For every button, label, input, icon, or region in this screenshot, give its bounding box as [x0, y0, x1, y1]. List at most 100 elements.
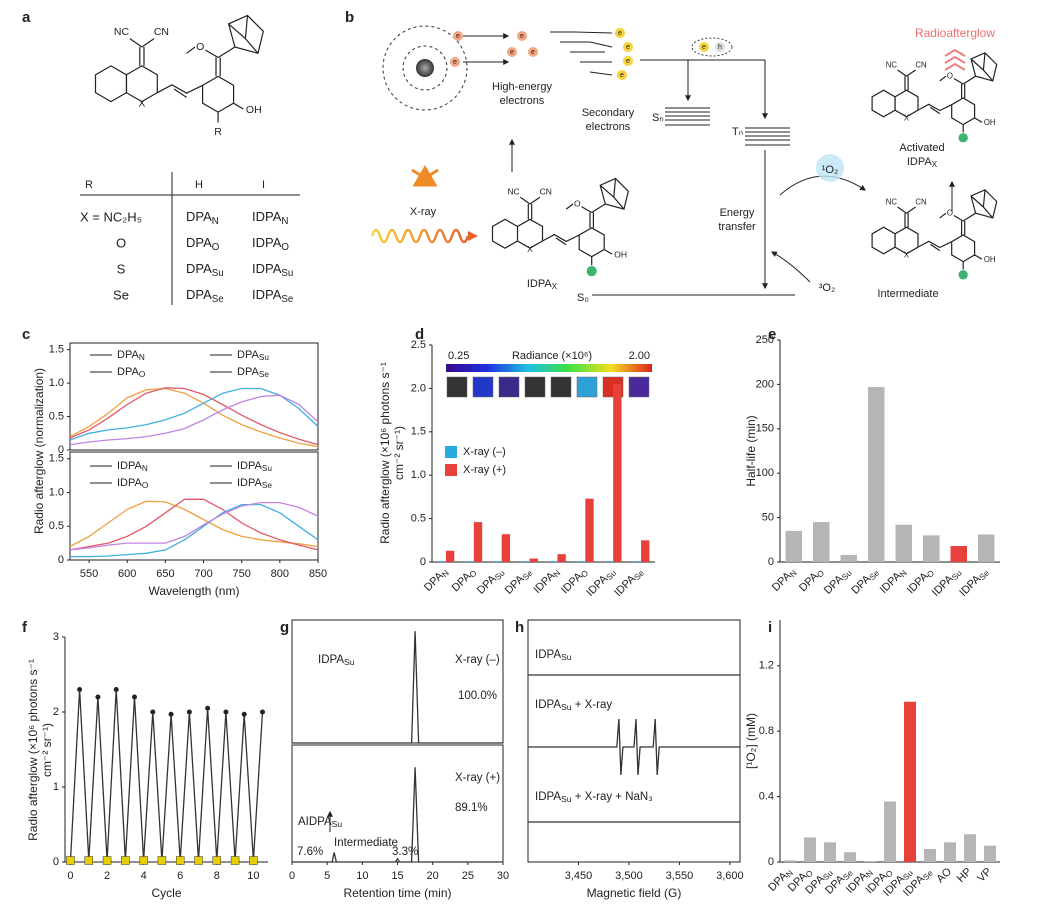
y-tick-label: 0.8	[759, 725, 774, 737]
x-tick-label: 15	[391, 870, 403, 882]
bar	[632, 561, 642, 562]
y-tick-label: 0.5	[49, 520, 64, 532]
x-tick-label: 10	[356, 870, 368, 882]
x-tick-label: DPASu	[475, 565, 507, 597]
x-tick-label: DPAO	[797, 565, 827, 595]
label: Secondary	[582, 107, 635, 119]
y-tick-label: 0	[58, 554, 64, 566]
y-tick-label: 1.2	[759, 660, 774, 672]
label: DPAO	[186, 235, 220, 252]
x-tick-label: IDPAN	[531, 566, 562, 597]
electron	[453, 31, 463, 41]
y-tick-label: 1.5	[411, 426, 426, 438]
point	[212, 856, 222, 865]
electron	[699, 42, 709, 52]
label: X	[138, 97, 145, 109]
x-tick-label: 10	[247, 870, 259, 882]
label: electrons	[586, 121, 631, 133]
label: Sₙ	[652, 112, 664, 124]
bar	[604, 561, 614, 562]
oxygen-bubble	[816, 154, 844, 182]
label: i	[768, 619, 772, 636]
label: NC	[886, 60, 898, 69]
label: IDPAX	[907, 156, 938, 169]
label: f	[22, 619, 28, 636]
electron	[528, 47, 538, 57]
series-line	[69, 387, 319, 446]
thumbnail	[472, 376, 494, 398]
label: d	[415, 326, 424, 343]
label: 2.00	[629, 350, 650, 362]
x-tick-label: 0	[289, 870, 295, 882]
label: X = NC₂H₅	[80, 209, 142, 224]
label: e	[531, 49, 535, 56]
label: NC	[886, 197, 898, 206]
label: DPASe	[237, 366, 269, 379]
bar	[576, 561, 586, 562]
label: Radio afterglow (×10⁶ photons s⁻¹	[378, 362, 392, 544]
series-line	[292, 767, 503, 863]
electron	[617, 70, 627, 80]
plot-frame	[527, 619, 741, 863]
x-ray-wave	[370, 228, 470, 244]
y-tick-label: 50	[762, 512, 774, 524]
label: O	[196, 41, 204, 53]
label: O	[574, 198, 581, 208]
label: DPASu	[237, 349, 269, 362]
thumbnail	[498, 376, 520, 398]
y-tick-label: 0.5	[49, 410, 64, 422]
point	[95, 694, 101, 700]
triplet-levels	[745, 127, 790, 146]
point	[260, 709, 266, 715]
label: 100.0%	[458, 690, 497, 702]
y-tick-label: 3	[53, 631, 59, 643]
point	[205, 705, 211, 711]
y-tick-label: 0.5	[411, 513, 426, 525]
label: IDPASe	[237, 477, 272, 490]
bar	[437, 561, 446, 562]
label: IDPAO	[252, 235, 289, 252]
x-tick-label: IDPASu	[584, 565, 618, 599]
label: 0.25	[448, 350, 469, 362]
label: OH	[984, 255, 996, 264]
point	[186, 709, 192, 715]
bar	[824, 842, 836, 862]
x-tick-label: DPAN	[422, 566, 451, 595]
label: IDPASu + X-ray	[535, 699, 612, 712]
label: e	[626, 58, 630, 65]
bar	[895, 524, 912, 562]
series-line	[70, 503, 319, 558]
label: O	[116, 235, 126, 250]
label: R	[214, 126, 222, 138]
legend-swatch	[445, 446, 457, 458]
bar	[944, 842, 956, 862]
arrow-head	[468, 231, 478, 241]
y-tick-label: 1.0	[49, 377, 64, 389]
label: IDPAN	[117, 460, 148, 473]
x-tick-label: 800	[271, 568, 289, 580]
label: e	[520, 33, 524, 40]
series-line	[69, 387, 319, 441]
label: e	[702, 44, 706, 51]
label: Radio afterglow (×10⁶ photons s⁻¹	[26, 659, 40, 841]
molecule	[871, 52, 998, 133]
thumbnail	[524, 376, 546, 398]
label: h	[515, 619, 524, 636]
x-tick-label: 2	[104, 870, 110, 882]
label: e	[626, 44, 630, 51]
plot-frame	[69, 342, 319, 451]
label: S₀	[577, 292, 589, 304]
point	[241, 711, 247, 717]
bar	[445, 550, 455, 562]
label: R	[85, 179, 93, 191]
bar	[964, 834, 976, 862]
x-tick-label: 650	[156, 568, 174, 580]
orbit	[382, 25, 468, 111]
thumbnail	[576, 376, 598, 398]
label: 7.6%	[297, 846, 323, 858]
bar	[813, 522, 830, 562]
label: OH	[246, 104, 262, 116]
y-tick-label: 250	[756, 334, 774, 346]
label: IDPAX	[527, 278, 558, 291]
point	[113, 687, 119, 692]
